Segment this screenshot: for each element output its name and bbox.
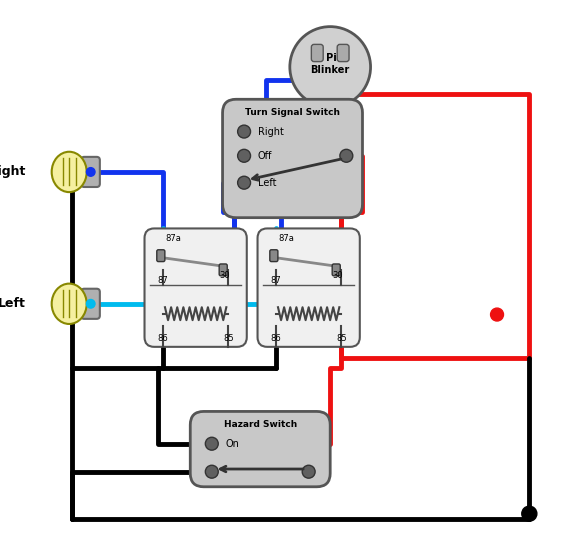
FancyBboxPatch shape [257, 229, 360, 347]
Text: Right: Right [257, 127, 284, 137]
Text: 87a: 87a [278, 233, 294, 243]
FancyBboxPatch shape [157, 250, 165, 262]
FancyBboxPatch shape [223, 99, 362, 218]
Text: 86: 86 [270, 334, 281, 343]
Text: On: On [225, 439, 239, 449]
Ellipse shape [52, 283, 87, 324]
Text: 85: 85 [223, 334, 234, 343]
Ellipse shape [52, 151, 87, 192]
Text: 87: 87 [270, 276, 281, 285]
FancyBboxPatch shape [270, 250, 278, 262]
FancyBboxPatch shape [337, 45, 349, 61]
Circle shape [205, 465, 218, 478]
FancyBboxPatch shape [81, 157, 100, 187]
Circle shape [340, 149, 353, 162]
Circle shape [238, 125, 251, 138]
Circle shape [86, 300, 95, 308]
Circle shape [205, 437, 218, 450]
Circle shape [238, 176, 251, 189]
Circle shape [522, 506, 537, 521]
Text: 2 Pin
Blinker: 2 Pin Blinker [311, 54, 350, 75]
Text: 30: 30 [219, 272, 230, 280]
Circle shape [238, 149, 251, 162]
Text: 85: 85 [336, 334, 346, 343]
FancyBboxPatch shape [332, 264, 340, 276]
Circle shape [490, 308, 503, 321]
Circle shape [86, 168, 95, 176]
Text: 30: 30 [332, 272, 342, 280]
FancyBboxPatch shape [311, 45, 323, 61]
Text: 87a: 87a [165, 233, 181, 243]
Text: Right: Right [0, 166, 26, 179]
Text: 87: 87 [158, 276, 168, 285]
Text: Hazard Switch: Hazard Switch [223, 420, 297, 430]
Circle shape [290, 27, 371, 108]
Text: 86: 86 [158, 334, 168, 343]
Circle shape [302, 465, 315, 478]
FancyBboxPatch shape [81, 289, 100, 319]
Text: Left: Left [0, 297, 26, 310]
FancyBboxPatch shape [219, 264, 227, 276]
FancyBboxPatch shape [145, 229, 247, 347]
Text: Left: Left [257, 178, 276, 188]
FancyBboxPatch shape [191, 412, 330, 487]
Text: Off: Off [257, 151, 272, 161]
Text: Turn Signal Switch: Turn Signal Switch [245, 108, 340, 117]
